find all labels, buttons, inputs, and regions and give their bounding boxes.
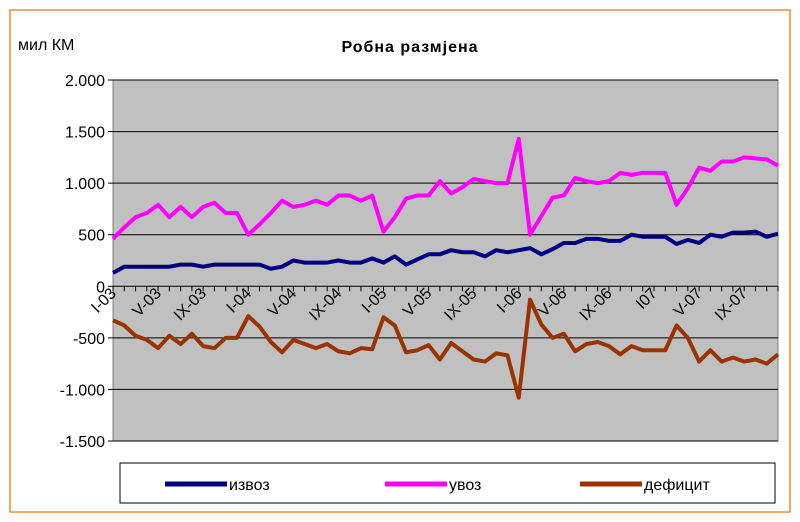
y-tick-label: -1.500: [60, 434, 105, 451]
y-tick-label: 1.500: [65, 125, 105, 142]
legend-label: увоз: [449, 477, 481, 494]
y-tick-label: -1.000: [60, 382, 105, 399]
legend-label: дефицит: [644, 477, 710, 494]
y-tick-label: 500: [78, 228, 105, 245]
y-tick-label: 0: [96, 279, 105, 296]
legend-label: извоз: [229, 477, 270, 494]
plot-area: [112, 79, 779, 442]
y-axis-label: мил КМ: [18, 37, 74, 54]
chart-title: Робна размјена: [341, 39, 478, 56]
y-tick-label: 1.000: [65, 176, 105, 193]
y-tick-label: -500: [73, 331, 105, 348]
series-line: [111, 136, 779, 241]
series-line: [112, 297, 780, 400]
legend: [119, 462, 776, 504]
series-line: [112, 229, 779, 275]
y-tick-label: 2.000: [65, 73, 105, 90]
